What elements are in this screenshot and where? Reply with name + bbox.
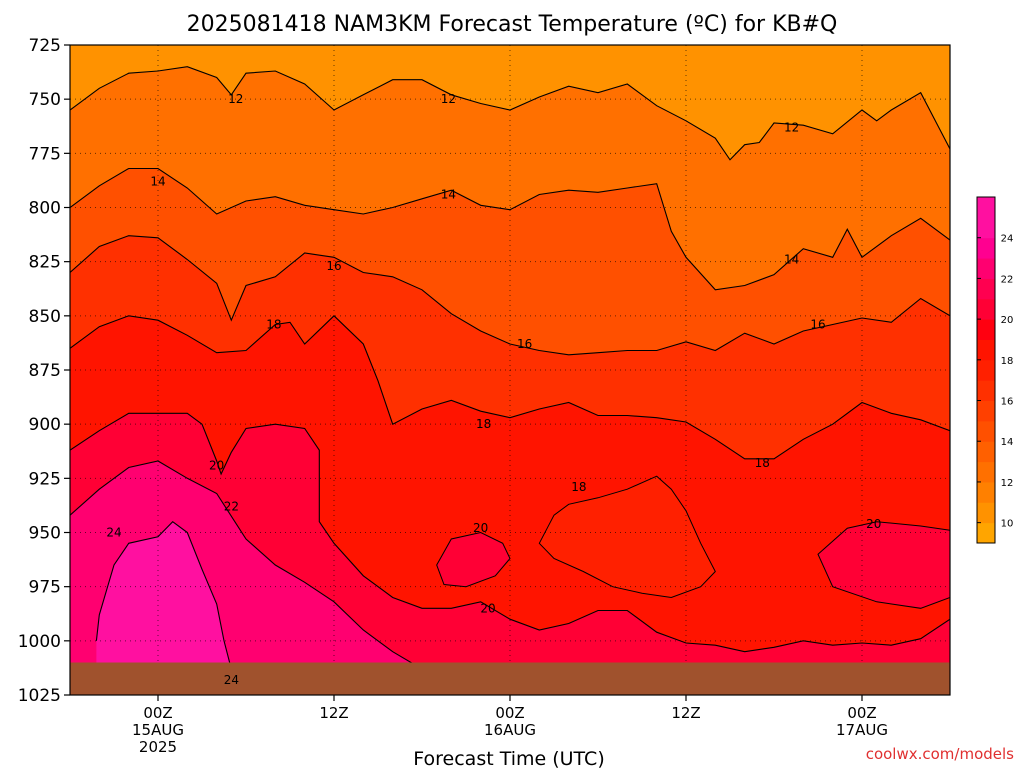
contour-label: 14 (784, 253, 799, 267)
contour-label: 24 (106, 526, 121, 540)
x-axis-title: Forecast Time (UTC) (413, 748, 604, 768)
y-tick-label: 1025 (18, 686, 61, 706)
colorbar-label: 14 (1001, 437, 1014, 448)
colorbar-band (977, 339, 995, 361)
colorbar-band (977, 461, 995, 483)
ground-terrain (70, 662, 950, 695)
pocket-20-15aug (436, 531, 511, 588)
contour-label: 14 (441, 188, 456, 202)
colorbar-band (977, 502, 995, 524)
colorbar-band (977, 400, 995, 422)
contour-label: 20 (473, 521, 488, 535)
y-tick-label: 775 (29, 144, 61, 164)
x-tick-label: 00Z (143, 704, 172, 722)
y-tick-label: 800 (29, 199, 61, 219)
x-tick-label: 15AUG (132, 721, 184, 739)
colorbar-label: 12 (1001, 478, 1014, 489)
contour-label: 20 (866, 517, 881, 531)
colorbar-band (977, 380, 995, 402)
y-tick-label: 1000 (18, 632, 61, 652)
colorbar-band (977, 197, 995, 239)
colorbar-label: 22 (1001, 274, 1014, 285)
contour-label: 12 (441, 92, 456, 106)
isotherm-14 (70, 167, 950, 291)
contour-label: 22 (224, 500, 239, 514)
colorbar-band (977, 441, 995, 463)
y-tick-label: 750 (29, 90, 61, 110)
colorbar-label: 16 (1001, 397, 1014, 408)
colorbar-label: 20 (1001, 315, 1014, 326)
y-tick-label: 950 (29, 524, 61, 544)
colorbar-label: 18 (1001, 356, 1014, 367)
y-tick-label: 825 (29, 253, 61, 273)
x-tick-label: 00Z (495, 704, 524, 722)
colorbar: 24 22 20 18 16 14 12 10 (976, 196, 1014, 544)
isotherm-18 (70, 315, 950, 460)
isotherm-16 (70, 235, 950, 356)
plot-area: 12 12 12 14 14 14 16 16 16 18 18 18 18 20 20 20 20 22 24 24 (69, 44, 951, 696)
colorbar-band (977, 359, 995, 381)
contour-labels: 12 12 12 14 14 14 16 16 16 18 18 18 18 20 20 20 20 22 24 24 (106, 92, 881, 687)
contour-label: 20 (209, 458, 224, 472)
x-tick-label: 12Z (319, 704, 348, 722)
y-tick-label: 975 (29, 578, 61, 598)
colorbar-label: 10 (1001, 519, 1014, 530)
contour-label: 20 (480, 601, 495, 615)
x-tick-label: 16AUG (484, 721, 536, 739)
y-tick-label: 725 (29, 36, 61, 56)
contour-label: 18 (755, 456, 770, 470)
credit-text: coolwx.com/models (866, 745, 1014, 763)
contour-label: 16 (810, 318, 825, 332)
chart-title: 2025081418 NAM3KM Forecast Temperature (… (187, 12, 838, 37)
colorbar-band (977, 319, 995, 340)
pocket-18-16aug (538, 475, 716, 599)
contour-label: 24 (224, 673, 239, 687)
y-tick-label: 850 (29, 307, 61, 327)
y-tick-label: 875 (29, 361, 61, 381)
colorbar-frame (976, 196, 996, 544)
contour-label: 18 (571, 480, 586, 494)
colorbar-band (977, 522, 995, 544)
colorbar-band (977, 298, 995, 320)
colorbar-band (977, 420, 995, 442)
contour-label: 18 (266, 318, 281, 332)
grid (70, 44, 950, 696)
isotherm-12 (70, 66, 950, 161)
x-tick-label: 2025 (139, 738, 177, 756)
x-tick-label: 00Z (847, 704, 876, 722)
colorbar-band (977, 278, 995, 300)
y-tick-label: 900 (29, 415, 61, 435)
pocket-20-17aug (817, 521, 950, 609)
colorbar-band (977, 258, 995, 279)
colorbar-band (977, 481, 995, 503)
contour-label: 12 (784, 120, 799, 134)
ground-band (70, 662, 950, 695)
contour-label: 18 (476, 417, 491, 431)
colorbar-band (977, 237, 995, 259)
field-band-24 (96, 521, 305, 695)
isotherm-20 (70, 412, 950, 653)
y-tick-label: 925 (29, 469, 61, 489)
x-tick-label: 17AUG (836, 721, 888, 739)
contour-label: 16 (326, 259, 341, 273)
contour-label: 12 (228, 92, 243, 106)
isotherm-contours (70, 66, 950, 685)
contour-label: 14 (150, 175, 165, 189)
contour-label: 16 (517, 337, 532, 351)
y-axis: 725 750 775 800 825 850 875 900 925 950 975 1000 102… (18, 36, 70, 706)
colorbar-label: 24 (1001, 234, 1014, 245)
x-tick-label: 12Z (671, 704, 700, 722)
